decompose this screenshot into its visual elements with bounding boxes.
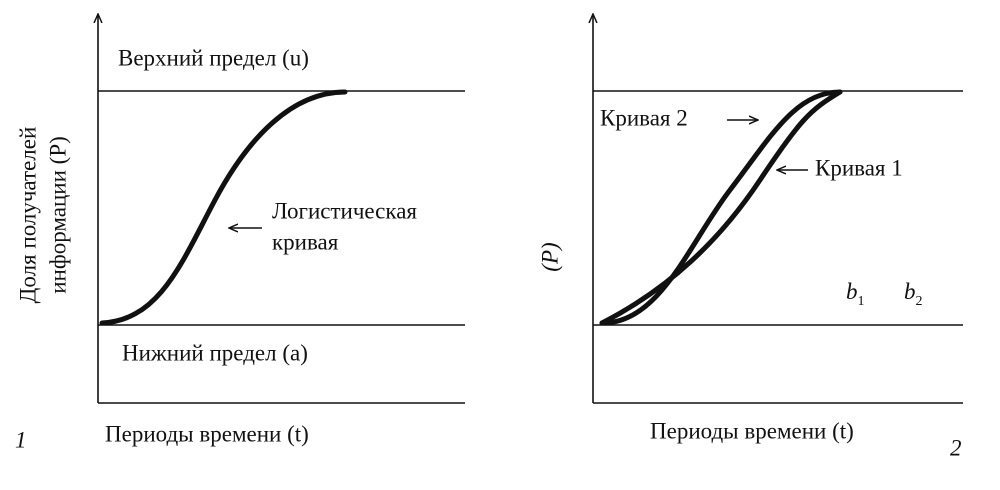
b1: b1	[846, 279, 865, 309]
upper-limit: Верхний предел (u)	[118, 45, 309, 70]
panel-number: 1	[15, 427, 27, 452]
curve-label: Логистическая	[272, 198, 417, 223]
curve-1-label: Кривая 1	[815, 155, 903, 180]
panel-number: 2	[950, 435, 962, 460]
curve-label: кривая	[272, 229, 339, 254]
b2: b2	[904, 279, 923, 309]
lower-limit: Нижний предел (a)	[122, 340, 308, 365]
y-label: Доля получателей	[15, 127, 40, 304]
y-label: информации (P)	[45, 136, 70, 294]
curve-2-label: Кривая 2	[600, 105, 688, 130]
y-label: (P)	[537, 242, 562, 271]
logistic-curve	[99, 89, 348, 326]
curve-2	[599, 89, 843, 326]
panel-2: Кривая 2 Кривая 1 (P) b1 b2 Периоды врем…	[537, 15, 963, 460]
panel-1: Верхний предел (u) Логистическая кривая …	[15, 15, 465, 452]
curve-1	[599, 89, 843, 326]
x-label: Периоды времени (t)	[105, 421, 309, 446]
x-label: Периоды времени (t)	[650, 418, 854, 443]
